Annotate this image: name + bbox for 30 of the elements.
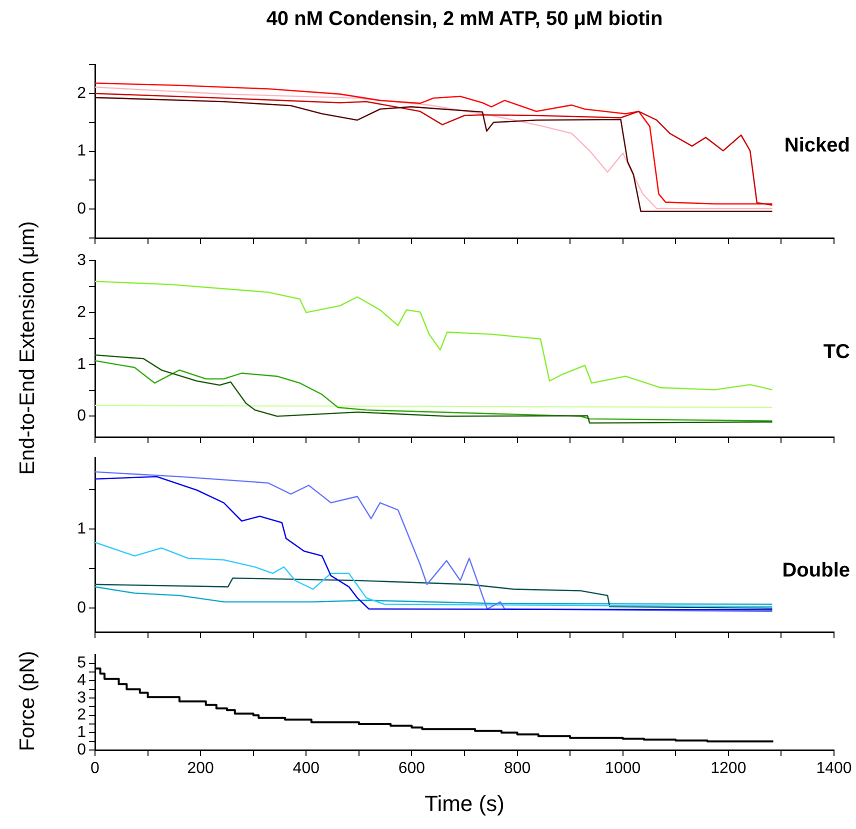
x-axis-title: Time (s) <box>424 790 504 816</box>
x-tick-label: 200 <box>187 760 214 778</box>
chart-title: 40 nM Condensin, 2 mM ATP, 50 μM biotin <box>265 8 664 31</box>
y-tick-label: 0 <box>77 600 86 617</box>
y-tick-label: 1 <box>77 724 86 742</box>
y-tick-label: 1 <box>77 356 86 373</box>
y-tick-label: 3 <box>77 252 86 270</box>
y-axis-title: End-to-End Extension (μm) <box>16 220 40 474</box>
x-tick-label: 0 <box>90 760 100 778</box>
y-tick-label: 0 <box>77 200 86 218</box>
y-tick-label: 3 <box>77 689 86 706</box>
y-tick-label: 5 <box>77 654 86 672</box>
y-tick-label: 2 <box>77 706 86 724</box>
x-tick-label: 600 <box>398 760 426 778</box>
y-tick-label: 2 <box>77 304 86 321</box>
annotation: TC <box>823 340 850 363</box>
y-tick-label: 0 <box>77 408 86 425</box>
y-tick-label: 1 <box>77 520 86 538</box>
y-axis-title: Force (pN) <box>16 650 40 752</box>
y-tick-label: 2 <box>77 84 86 102</box>
x-tick-label: 1400 <box>816 760 852 778</box>
x-tick-label: 800 <box>504 760 531 778</box>
y-tick-label: 4 <box>77 672 86 690</box>
x-tick-label: 400 <box>292 760 320 778</box>
y-tick-label: 1 <box>77 142 86 160</box>
annotation: Nicked <box>784 134 850 157</box>
x-tick-label: 1000 <box>605 760 641 778</box>
x-tick-label: 1200 <box>710 760 746 778</box>
annotation: Double <box>782 559 850 582</box>
y-tick-label: 0 <box>77 741 86 758</box>
